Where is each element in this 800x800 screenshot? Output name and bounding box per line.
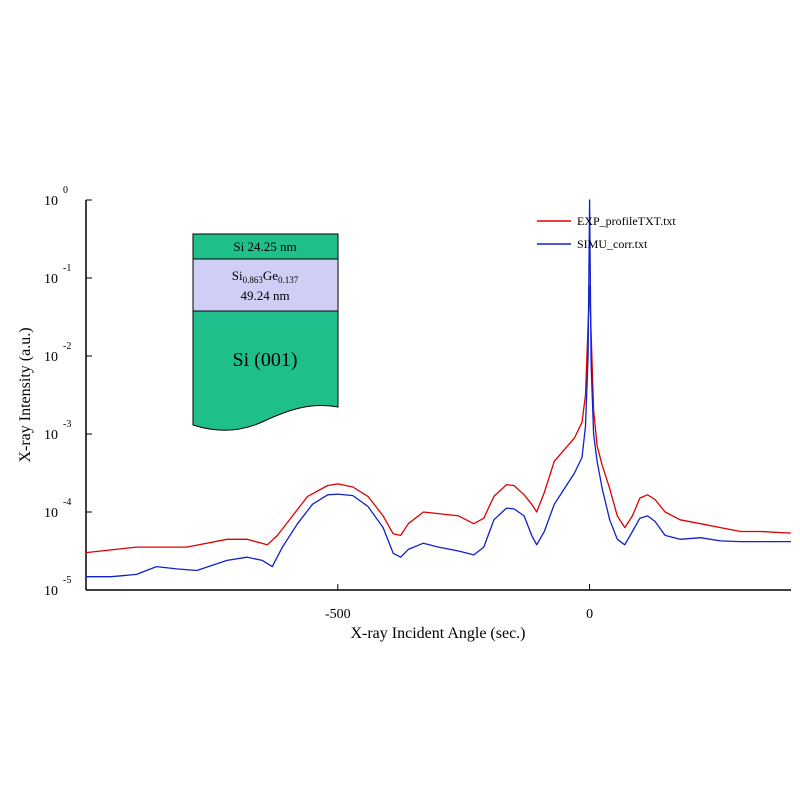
substrate-box: [192, 310, 339, 431]
alloy-ge: Ge: [263, 268, 278, 283]
plot-frame: [85, 200, 791, 591]
x-tick-label: 0: [586, 607, 593, 622]
alloy-composition-label: Si0.863Ge0.137: [232, 268, 299, 285]
series-line-exp: [85, 285, 792, 554]
alloy-si: Si: [232, 268, 243, 283]
x-tick-label: -500: [325, 607, 351, 622]
y-tick-label: 10: [44, 428, 58, 443]
series-line-simu: [86, 199, 791, 578]
series-group: [85, 199, 792, 578]
y-ticks: 10 0 10 -1 10 -2 10 -3 10 -4 10 -5: [44, 185, 92, 599]
y-tick-exponent: -5: [63, 575, 71, 586]
cap-layer-box: [192, 233, 339, 260]
alloy-ge-subscript: 0.137: [278, 275, 299, 285]
cap-layer-label: Si 24.25 nm: [233, 239, 296, 254]
layer-stack-inset: Si 24.25 nm Si0.863Ge0.137 49.24 nm Si (…: [192, 233, 339, 431]
legend-label-simu: SIMU_corr.txt: [577, 237, 648, 251]
y-tick-label: 10: [44, 272, 58, 287]
y-tick-label: 10: [44, 584, 58, 599]
x-ticks: -500 0: [325, 584, 593, 622]
y-tick-label: 10: [44, 506, 58, 521]
alloy-si-subscript: 0.863: [243, 275, 264, 285]
y-tick-exponent: 0: [63, 185, 68, 196]
alloy-layer-box: [192, 258, 339, 312]
y-tick-exponent: -2: [63, 341, 71, 352]
legend-label-exp: EXP_profileTXT.txt: [577, 214, 676, 228]
substrate-label: Si (001): [233, 349, 298, 371]
y-tick-exponent: -3: [63, 419, 71, 430]
x-axis-title: X-ray Incident Angle (sec.): [350, 625, 525, 642]
legend: EXP_profileTXT.txt SIMU_corr.txt: [537, 214, 676, 251]
y-tick-label: 10: [44, 350, 58, 365]
y-tick-exponent: -1: [63, 263, 71, 274]
y-tick-exponent: -4: [63, 497, 71, 508]
alloy-thickness-label: 49.24 nm: [240, 288, 289, 303]
y-tick-label: 10: [44, 194, 58, 209]
y-axis-title: X-ray Intensity (a.u.): [17, 327, 34, 462]
